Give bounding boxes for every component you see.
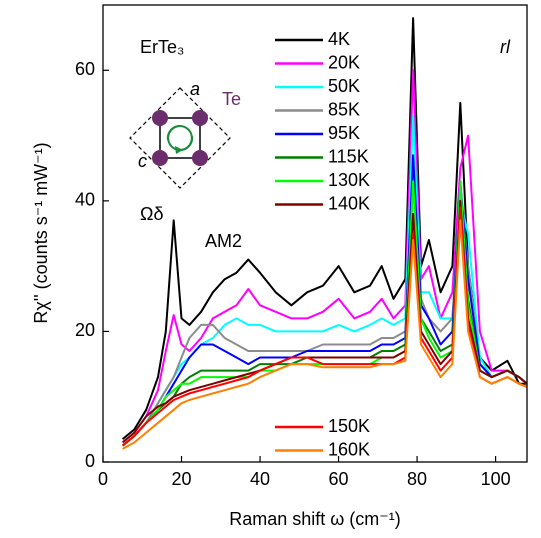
y-tick-label: 0 — [85, 451, 95, 471]
y-axis-label: Rχ'' (counts s⁻¹ mW⁻¹) — [31, 142, 51, 323]
x-axis-label: Raman shift ω (cm⁻¹) — [229, 509, 401, 529]
legend-label: 50K — [328, 76, 360, 96]
series-line — [121, 17, 527, 440]
axis-c-label: c — [138, 151, 147, 171]
legend-label: 160K — [328, 439, 370, 459]
atom-label: Te — [222, 89, 241, 109]
amplitude-mode-label: AM2 — [205, 231, 242, 251]
plot-frame — [102, 4, 528, 463]
polarization-label: rl — [500, 37, 511, 57]
x-tick-label: 60 — [329, 469, 349, 489]
legend-label: 130K — [328, 170, 370, 190]
legend-label: 140K — [328, 193, 370, 213]
legend-label: 115K — [328, 146, 369, 166]
legend-label: 85K — [328, 99, 360, 119]
lattice-diagram — [129, 87, 231, 189]
y-tick-label: 40 — [75, 190, 95, 210]
axis-a-label: a — [190, 79, 200, 99]
x-tick-label: 100 — [481, 469, 511, 489]
series-line — [122, 219, 527, 450]
mode-label: Ωδ — [140, 204, 163, 224]
x-tick-label: 20 — [172, 469, 192, 489]
legend-label: 4K — [328, 29, 350, 49]
compound-label: ErTe₃ — [140, 37, 184, 57]
series-line — [121, 69, 527, 444]
y-tick-label: 60 — [75, 59, 95, 79]
legend-label: 95K — [328, 123, 360, 143]
legend-label: 150K — [328, 416, 370, 436]
plot-lines — [121, 17, 527, 450]
x-tick-label: 80 — [407, 469, 427, 489]
y-tick-label: 20 — [75, 320, 95, 340]
legend-label: 20K — [328, 52, 360, 72]
x-tick-label: 40 — [250, 469, 270, 489]
x-tick-label: 0 — [98, 469, 108, 489]
